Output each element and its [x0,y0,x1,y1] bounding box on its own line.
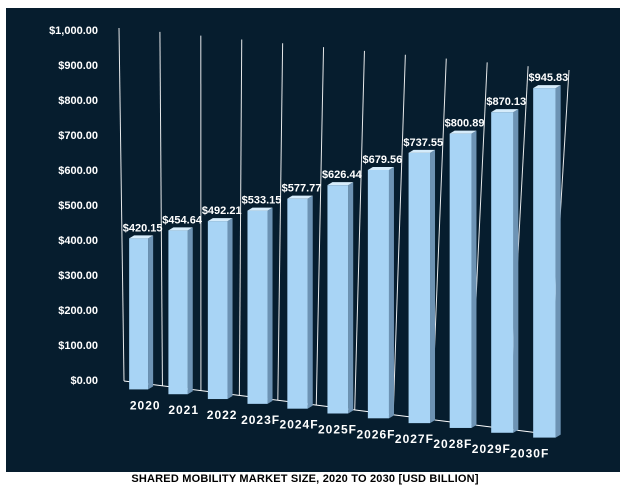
category-label: 2022 [207,408,238,422]
data-label: $737.55 [403,137,443,149]
y-tick-label: $300.00 [58,270,98,282]
bar-side [556,85,561,437]
chart-title: SHARED MOBILITY MARKET SIZE, 2020 TO 203… [0,473,610,485]
bar-chart: $0.00 $100.00 $200.00 $300.00 $400.00 $500.00… [6,8,620,472]
data-label: $454.64 [162,214,203,226]
category-label: 2027F [395,432,434,446]
bar [368,170,389,418]
grid-line [355,51,365,410]
bar [409,153,430,423]
grid-line [393,55,405,415]
bar-side [228,218,233,399]
y-tick-label: $500.00 [58,200,98,212]
bar [327,185,348,413]
bar-side [471,131,476,428]
bar-side [308,196,313,409]
bar [533,88,556,437]
y-tick-label: $800.00 [58,95,98,107]
y-tick-label: $1,000.00 [49,25,98,37]
bar-side [430,150,435,423]
bar-side [389,167,394,418]
bar [168,230,187,394]
category-label: 2024F [280,418,319,432]
data-label: $800.89 [445,118,485,130]
bar [287,199,307,409]
y-tick-label: $600.00 [58,165,98,177]
bar-side [348,182,353,413]
bar-side [148,235,153,389]
y-tick-label: $900.00 [58,60,98,72]
grid-line [316,47,323,405]
y-tick-label: $200.00 [58,305,98,317]
grid-line [239,39,241,395]
category-label: 2026F [356,427,395,441]
bar [247,211,267,404]
data-label: $533.15 [242,195,282,207]
bar-side [268,208,273,404]
grid-line [160,32,163,386]
data-label: $577.77 [282,183,322,195]
bar-side [188,227,193,394]
grid-line [278,43,283,400]
grid-line [119,28,124,381]
data-label: $945.83 [529,72,569,84]
data-label: $626.44 [322,169,363,181]
category-label: 2029F [472,442,511,456]
y-tick-label: $100.00 [58,340,98,352]
category-label: 2023F [241,413,280,427]
category-label: 2028F [433,437,472,451]
data-label: $492.21 [202,205,242,217]
chart-panel: $0.00 $100.00 $200.00 $300.00 $400.00 $500.00… [6,8,620,472]
data-label: $679.56 [363,154,403,166]
bar [208,221,228,399]
bar [129,238,148,389]
y-tick-label: $700.00 [58,130,98,142]
category-label: 2021 [168,403,199,417]
bar-side [513,109,518,433]
data-label: $420.15 [123,222,163,234]
y-tick-label: $400.00 [58,235,98,247]
bar [491,112,513,433]
category-label: 2025F [318,423,357,437]
category-label: 2020 [130,398,161,412]
y-tick-label: $0.00 [70,375,98,387]
category-label: 2030F [510,447,549,461]
bar [450,134,472,428]
data-label: $870.13 [486,96,526,108]
